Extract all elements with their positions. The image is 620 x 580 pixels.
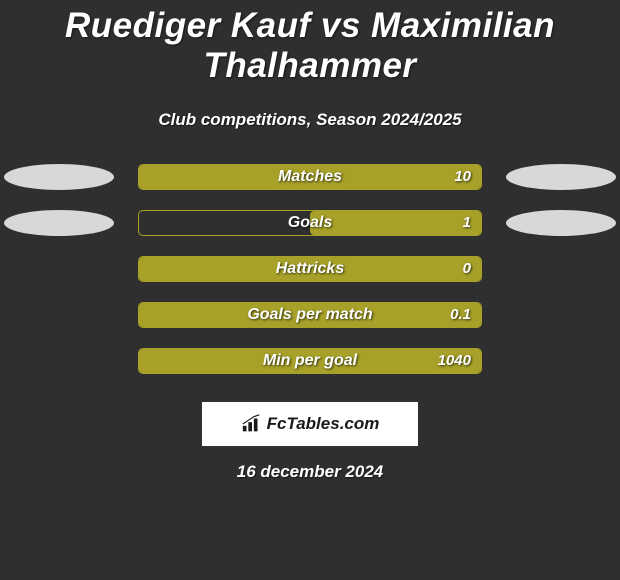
- player-left-oval: [4, 164, 114, 190]
- bar-value: 1: [463, 214, 471, 231]
- bar-chart-icon: [241, 414, 263, 434]
- bar-track: Min per goal 1040: [138, 348, 482, 374]
- subtitle: Club competitions, Season 2024/2025: [0, 110, 620, 130]
- bar-value: 0: [463, 260, 471, 277]
- logo-text: FcTables.com: [267, 414, 380, 434]
- infographic-date: 16 december 2024: [0, 462, 620, 482]
- bar-label: Hattricks: [139, 260, 481, 278]
- stat-row: Goals 1: [0, 210, 620, 256]
- bar-label: Goals per match: [139, 306, 481, 324]
- bar-track: Matches 10: [138, 164, 482, 190]
- player-right-oval: [506, 164, 616, 190]
- bar-value: 10: [454, 168, 471, 185]
- bar-value: 1040: [438, 352, 471, 369]
- bar-track: Goals per match 0.1: [138, 302, 482, 328]
- stat-row: Goals per match 0.1: [0, 302, 620, 348]
- bar-value: 0.1: [450, 306, 471, 323]
- stat-row: Hattricks 0: [0, 256, 620, 302]
- bar-label: Goals: [139, 214, 481, 232]
- chart-area: Matches 10 Goals 1 Hattricks 0: [0, 164, 620, 394]
- stat-row: Min per goal 1040: [0, 348, 620, 394]
- bar-track: Goals 1: [138, 210, 482, 236]
- logo-box: FcTables.com: [202, 402, 418, 446]
- bar-track: Hattricks 0: [138, 256, 482, 282]
- page-title: Ruediger Kauf vs Maximilian Thalhammer: [0, 0, 620, 86]
- player-right-oval: [506, 210, 616, 236]
- bar-label: Min per goal: [139, 352, 481, 370]
- player-left-oval: [4, 210, 114, 236]
- stat-row: Matches 10: [0, 164, 620, 210]
- comparison-infographic: Ruediger Kauf vs Maximilian Thalhammer C…: [0, 0, 620, 482]
- bar-label: Matches: [139, 168, 481, 186]
